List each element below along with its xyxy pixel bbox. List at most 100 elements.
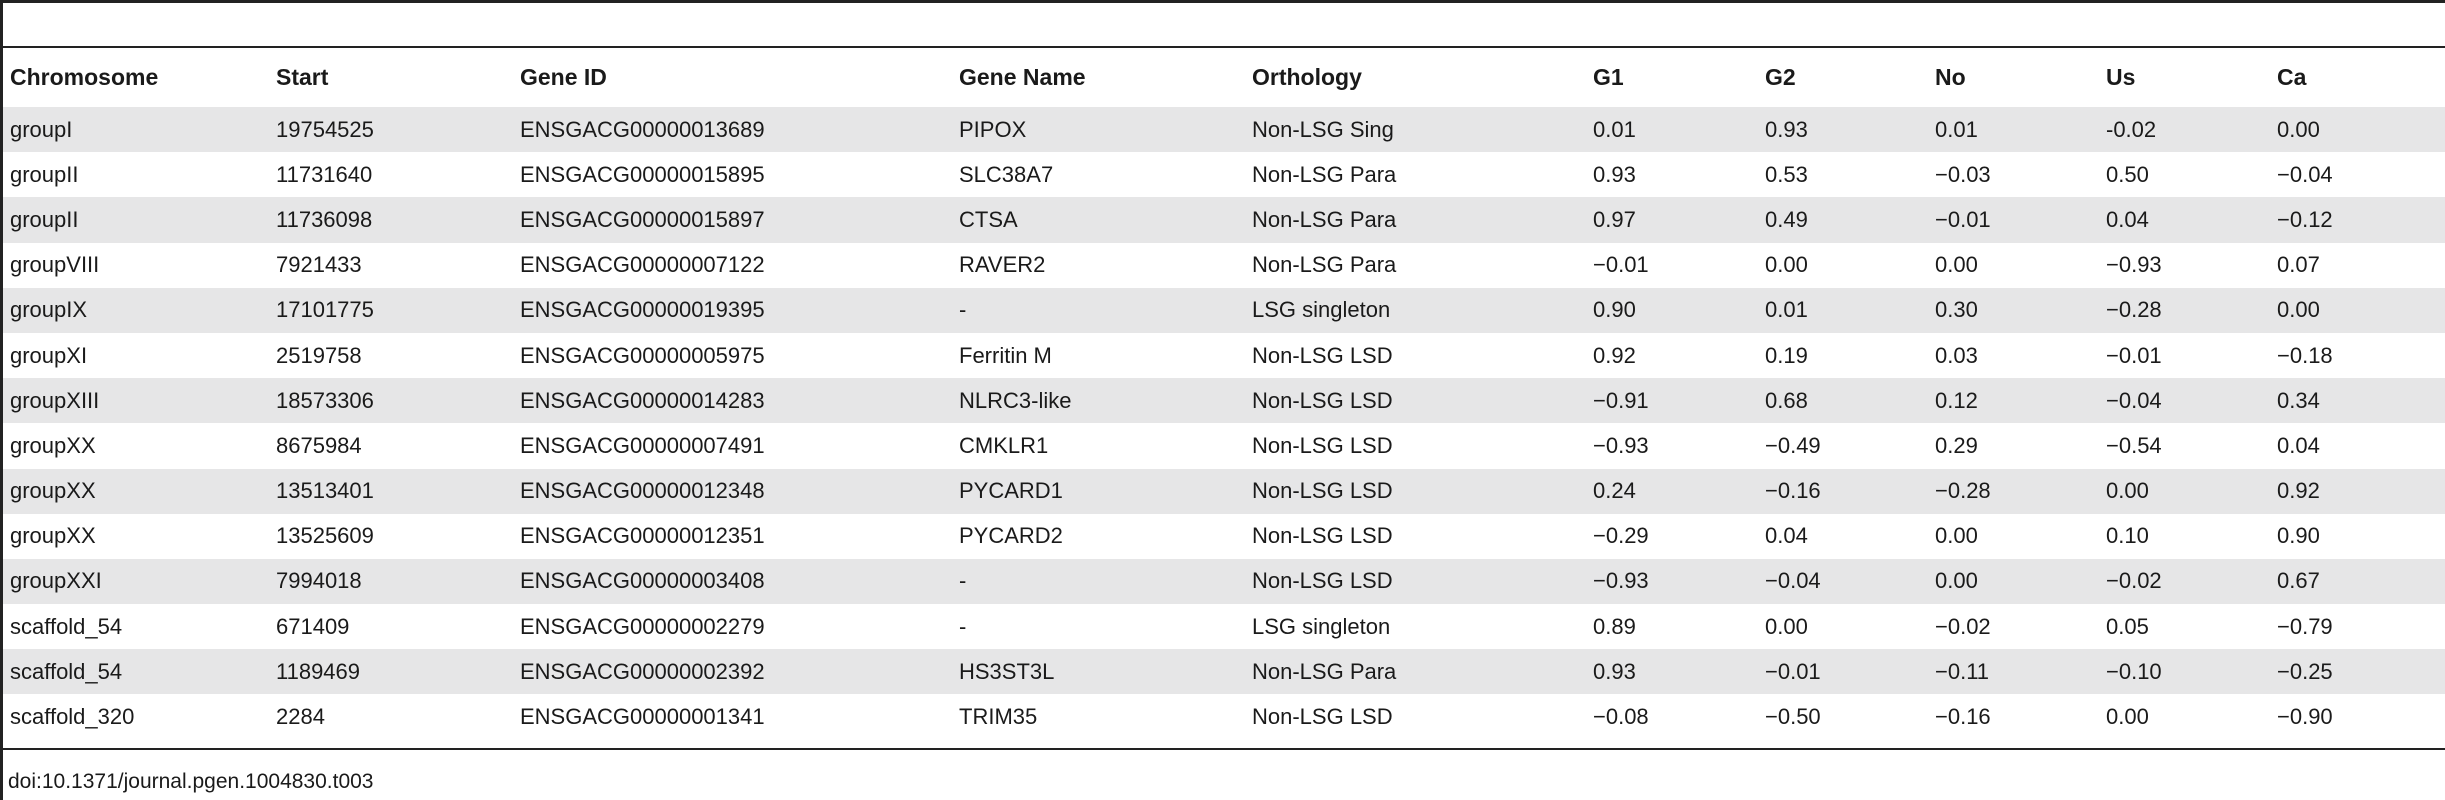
table-cell: 0.67 bbox=[2270, 558, 2445, 605]
table-row: groupXX 8675984 ENSGACG00000007491 CMKLR1 No… bbox=[3, 423, 2445, 469]
table-cell: Non-LSG LSD bbox=[1245, 378, 1586, 424]
table-cell: −0.28 bbox=[1928, 468, 2099, 514]
table-cell: ENSGACG00000015895 bbox=[513, 152, 952, 198]
table-cell: −0.29 bbox=[1586, 513, 1758, 559]
table-cell: PIPOX bbox=[952, 107, 1245, 153]
table-cell: groupII bbox=[3, 152, 269, 198]
table-cell: −0.04 bbox=[2270, 152, 2445, 198]
table-cell: −0.02 bbox=[2099, 558, 2270, 605]
table-cell: PYCARD1 bbox=[952, 468, 1245, 514]
table-cell: 0.04 bbox=[2270, 423, 2445, 469]
table-cell: 0.10 bbox=[2099, 513, 2270, 559]
table-cell: −0.90 bbox=[2270, 694, 2445, 740]
table-cell: 0.97 bbox=[1586, 197, 1758, 243]
table-cell: 13525609 bbox=[269, 513, 513, 559]
header-row: Chromosome Start Gene ID Gene Name Orthology… bbox=[3, 48, 2445, 107]
table-cell: Non-LSG LSD bbox=[1245, 468, 1586, 514]
table-cell: scaffold_320 bbox=[3, 694, 269, 740]
column-header-g1: G1 bbox=[1593, 64, 1624, 90]
table-cell: −0.11 bbox=[1928, 649, 2099, 695]
table-cell: 11736098 bbox=[269, 197, 513, 243]
table-cell: 0.00 bbox=[1758, 604, 1928, 650]
table-cell: −0.54 bbox=[2099, 423, 2270, 469]
table-cell: Non-LSG Para bbox=[1245, 242, 1586, 288]
table-cell: −0.10 bbox=[2099, 649, 2270, 695]
table-cell: ENSGACG00000013689 bbox=[513, 107, 952, 153]
table-cell: 13513401 bbox=[269, 468, 513, 514]
table-cell: ENSGACG00000012348 bbox=[513, 468, 952, 514]
table-cell: −0.03 bbox=[1928, 152, 2099, 198]
column-header-us: Us bbox=[2106, 64, 2136, 90]
table-cell: 0.89 bbox=[1586, 604, 1758, 650]
table-cell: groupVIII bbox=[3, 242, 269, 288]
table-cell: scaffold_54 bbox=[3, 604, 269, 650]
table-cell: 0.00 bbox=[1928, 513, 2099, 559]
table-cell: 0.00 bbox=[1928, 558, 2099, 605]
column-header-chromosome: Chromosome bbox=[10, 64, 159, 90]
table-cell: 0.93 bbox=[1586, 649, 1758, 695]
table-cell: groupXXI bbox=[3, 558, 269, 605]
table-cell: −0.79 bbox=[2270, 604, 2445, 650]
table-cell: -0.02 bbox=[2099, 107, 2270, 153]
table-cell: 19754525 bbox=[269, 107, 513, 153]
header-top-rule bbox=[3, 46, 2445, 48]
table-cell: scaffold_54 bbox=[3, 649, 269, 695]
table-bottom-rule bbox=[3, 748, 2445, 750]
table-cell: ENSGACG00000015897 bbox=[513, 197, 952, 243]
table-cell: 2284 bbox=[269, 694, 513, 740]
table-cell: −0.04 bbox=[2099, 378, 2270, 424]
column-header-gene-name: Gene Name bbox=[959, 64, 1086, 90]
table-cell: TRIM35 bbox=[952, 694, 1245, 740]
table-cell: −0.01 bbox=[1586, 242, 1758, 288]
table-cell: Non-LSG Para bbox=[1245, 197, 1586, 243]
table-cell: 8675984 bbox=[269, 423, 513, 469]
table-cell: 0.29 bbox=[1928, 423, 2099, 469]
table-cell: SLC38A7 bbox=[952, 152, 1245, 198]
table-row: scaffold_54 1189469 ENSGACG00000002392 HS3S… bbox=[3, 649, 2445, 695]
table-cell: 17101775 bbox=[269, 287, 513, 333]
gene-table: Chromosome Start Gene ID Gene Name Orthology… bbox=[3, 48, 2445, 740]
column-header-g2: G2 bbox=[1765, 64, 1796, 90]
table-cell: Ferritin M bbox=[952, 332, 1245, 379]
table-cell: 0.93 bbox=[1586, 152, 1758, 198]
table-cell: ENSGACG00000001341 bbox=[513, 694, 952, 740]
table-cell: ENSGACG00000002279 bbox=[513, 604, 952, 650]
table-cell: 18573306 bbox=[269, 378, 513, 424]
table-cell: −0.93 bbox=[1586, 423, 1758, 469]
table-cell: 0.34 bbox=[2270, 378, 2445, 424]
table-cell: 0.00 bbox=[2099, 468, 2270, 514]
table-cell: 0.92 bbox=[2270, 468, 2445, 514]
table-cell: 0.50 bbox=[2099, 152, 2270, 198]
table-cell: 2519758 bbox=[269, 332, 513, 379]
table-cell: groupII bbox=[3, 197, 269, 243]
table-cell: Non-LSG Sing bbox=[1245, 107, 1586, 153]
table-cell: Non-LSG Para bbox=[1245, 152, 1586, 198]
table-cell: ENSGACG00000002392 bbox=[513, 649, 952, 695]
table-cell: 0.12 bbox=[1928, 378, 2099, 424]
table-cell: −0.18 bbox=[2270, 332, 2445, 379]
table-cell: RAVER2 bbox=[952, 242, 1245, 288]
table-cell: −0.12 bbox=[2270, 197, 2445, 243]
table-cell: −0.93 bbox=[1586, 558, 1758, 605]
table-cell: 0.90 bbox=[2270, 513, 2445, 559]
table-cell: 0.00 bbox=[2270, 287, 2445, 333]
table-cell: −0.49 bbox=[1758, 423, 1928, 469]
table-row: groupXI 2519758 ENSGACG00000005975 Ferritin… bbox=[3, 332, 2445, 379]
top-border-rule bbox=[3, 0, 2445, 3]
table-cell: ENSGACG00000007491 bbox=[513, 423, 952, 469]
table-cell: 0.49 bbox=[1758, 197, 1928, 243]
table-cell: 0.01 bbox=[1586, 107, 1758, 153]
table-cell: groupXIII bbox=[3, 378, 269, 424]
table-cell: 0.90 bbox=[1586, 287, 1758, 333]
table-cell: 1189469 bbox=[269, 649, 513, 695]
doi-caption: doi:10.1371/journal.pgen.1004830.t003 bbox=[8, 770, 374, 793]
table-cell: 11731640 bbox=[269, 152, 513, 198]
table-row: groupXX 13513401 ENSGACG00000012348 PYCARD1… bbox=[3, 468, 2445, 514]
table-row: groupXXI 7994018 ENSGACG00000003408- Non-LS… bbox=[3, 558, 2445, 605]
table-cell: 0.07 bbox=[2270, 242, 2445, 288]
table-cell: 0.92 bbox=[1586, 332, 1758, 379]
table-cell: groupXX bbox=[3, 513, 269, 559]
left-border-rule bbox=[0, 0, 3, 800]
table-cell: 0.01 bbox=[1928, 107, 2099, 153]
